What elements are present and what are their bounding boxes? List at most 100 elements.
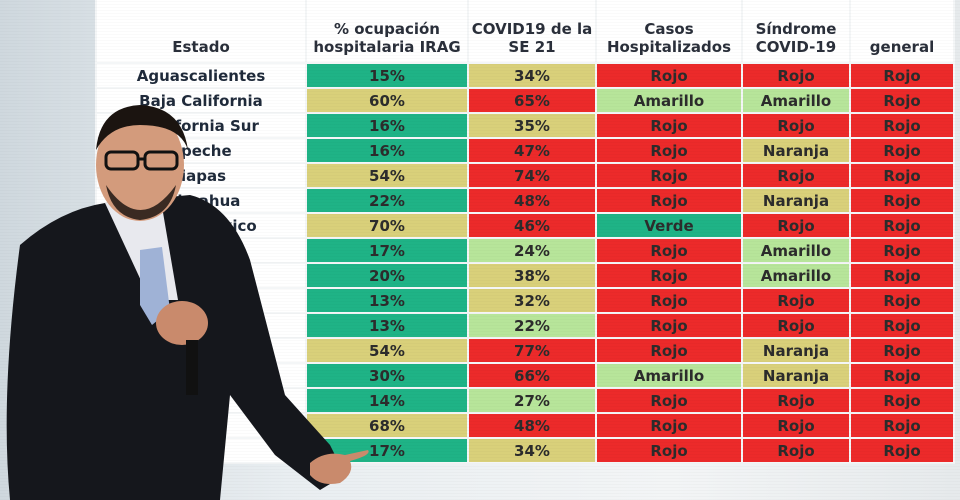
state-name-cell: ad de México <box>95 212 307 239</box>
semaphore-cell-c4: Rojo <box>741 412 851 439</box>
semaphore-cell-c1: 14% <box>305 387 469 414</box>
table-row: Aguascalientes 15% 34% Rojo Rojo Rojo <box>95 62 955 89</box>
table-body: Aguascalientes 15% 34% Rojo Rojo Rojo Baja Cal… <box>95 62 955 464</box>
semaphore-cell-c2: 65% <box>467 87 597 114</box>
semaphore-cell-c5: Rojo <box>849 287 955 314</box>
semaphore-cell-c2: 38% <box>467 262 597 289</box>
semaphore-cell-c4: Naranja <box>741 362 851 389</box>
header-hospitalized-cases: Casos Hospitalizados <box>595 0 743 64</box>
semaphore-cell-c1: 68% <box>305 412 469 439</box>
semaphore-cell-c3: Rojo <box>595 162 743 189</box>
table-row: ngo 13% 32% Rojo Rojo Rojo <box>95 287 955 314</box>
semaphore-cell-c5: Rojo <box>849 262 955 289</box>
semaphore-cell-c2: 34% <box>467 62 597 89</box>
semaphore-cell-c2: 27% <box>467 387 597 414</box>
semaphore-cell-c2: 35% <box>467 112 597 139</box>
state-name-cell: uato <box>95 312 307 339</box>
semaphore-cell-c4: Rojo <box>741 287 851 314</box>
semaphore-cell-c5: Rojo <box>849 337 955 364</box>
semaphore-cell-c4: Rojo <box>741 62 851 89</box>
semaphore-cell-c4: Rojo <box>741 162 851 189</box>
semaphore-cell-c4: Rojo <box>741 387 851 414</box>
semaphore-cell-c2: 47% <box>467 137 597 164</box>
header-general: general <box>849 0 955 64</box>
state-name-cell: cán <box>95 437 307 464</box>
semaphore-cell-c3: Rojo <box>595 262 743 289</box>
semaphore-cell-c4: Rojo <box>741 312 851 339</box>
header-covid19-se21: COVID19 de la SE 21 <box>467 0 597 64</box>
semaphore-cell-c2: 77% <box>467 337 597 364</box>
header-covid19-syndrome: Síndrome COVID-19 <box>741 0 851 64</box>
header-hospital-occupancy: % ocupación hospitalaria IRAG <box>305 0 469 64</box>
table-row: ahuila 17% 24% Rojo Amarillo Rojo <box>95 237 955 264</box>
header-state: Estado <box>95 0 307 64</box>
semaphore-cell-c3: Rojo <box>595 387 743 414</box>
semaphore-cell-c1: 54% <box>305 337 469 364</box>
semaphore-cell-c2: 22% <box>467 312 597 339</box>
semaphore-cell-c1: 30% <box>305 362 469 389</box>
state-name-cell: ahuila <box>95 237 307 264</box>
semaphore-cell-c2: 24% <box>467 237 597 264</box>
table-row: California Sur 16% 35% Rojo Rojo Rojo <box>95 112 955 139</box>
semaphore-cell-c5: Rojo <box>849 212 955 239</box>
semaphore-cell-c3: Rojo <box>595 287 743 314</box>
semaphore-cell-c5: Rojo <box>849 312 955 339</box>
semaphore-cell-c1: 22% <box>305 187 469 214</box>
semaphore-cell-c2: 66% <box>467 362 597 389</box>
semaphore-cell-c4: Naranja <box>741 137 851 164</box>
semaphore-cell-c1: 13% <box>305 287 469 314</box>
semaphore-cell-c4: Naranja <box>741 187 851 214</box>
semaphore-cell-c1: 70% <box>305 212 469 239</box>
semaphore-cell-c5: Rojo <box>849 62 955 89</box>
semaphore-cell-c3: Rojo <box>595 437 743 464</box>
semaphore-cell-c5: Rojo <box>849 87 955 114</box>
semaphore-cell-c3: Rojo <box>595 412 743 439</box>
table-row: npeche 16% 47% Rojo Naranja Rojo <box>95 137 955 164</box>
table-row: 68% 48% Rojo Rojo Rojo <box>95 412 955 439</box>
state-name-cell <box>95 362 307 389</box>
semaphore-cell-c3: Rojo <box>595 112 743 139</box>
semaphore-cell-c2: 32% <box>467 287 597 314</box>
semaphore-cell-c3: Rojo <box>595 337 743 364</box>
semaphore-cell-c5: Rojo <box>849 137 955 164</box>
table-row: ad de México 70% 46% Verde Rojo Rojo <box>95 212 955 239</box>
state-name-cell <box>95 412 307 439</box>
semaphore-cell-c5: Rojo <box>849 112 955 139</box>
epidemiological-semaphore-table: Estado % ocupación hospitalaria IRAG COV… <box>95 0 955 464</box>
state-name-cell: Aguascalientes <box>95 62 307 89</box>
table-row: ma 20% 38% Rojo Amarillo Rojo <box>95 262 955 289</box>
semaphore-cell-c4: Amarillo <box>741 262 851 289</box>
semaphore-cell-c1: 16% <box>305 112 469 139</box>
table-header-row: Estado % ocupación hospitalaria IRAG COV… <box>95 0 955 64</box>
table-row: Baja California 60% 65% Amarillo Amarillo Roj… <box>95 87 955 114</box>
state-name-cell <box>95 387 307 414</box>
semaphore-cell-c3: Rojo <box>595 237 743 264</box>
semaphore-cell-c1: 16% <box>305 137 469 164</box>
semaphore-cell-c2: 48% <box>467 187 597 214</box>
semaphore-cell-c3: Amarillo <box>595 362 743 389</box>
semaphore-cell-c5: Rojo <box>849 387 955 414</box>
semaphore-cell-c5: Rojo <box>849 162 955 189</box>
state-name-cell: ngo <box>95 287 307 314</box>
semaphore-cell-c3: Rojo <box>595 312 743 339</box>
semaphore-cell-c2: 46% <box>467 212 597 239</box>
semaphore-cell-c3: Rojo <box>595 137 743 164</box>
semaphore-cell-c3: Verde <box>595 212 743 239</box>
semaphore-cell-c2: 48% <box>467 412 597 439</box>
semaphore-cell-c5: Rojo <box>849 437 955 464</box>
state-name-cell: ma <box>95 262 307 289</box>
semaphore-cell-c4: Rojo <box>741 112 851 139</box>
semaphore-cell-c1: 17% <box>305 237 469 264</box>
semaphore-cell-c4: Amarillo <box>741 87 851 114</box>
semaphore-cell-c5: Rojo <box>849 237 955 264</box>
semaphore-cell-c3: Rojo <box>595 187 743 214</box>
semaphore-cell-c4: Rojo <box>741 212 851 239</box>
table-row: nihuahua 22% 48% Rojo Naranja Rojo <box>95 187 955 214</box>
table-row: 30% 66% Amarillo Naranja Rojo <box>95 362 955 389</box>
semaphore-cell-c1: 13% <box>305 312 469 339</box>
state-name-cell: nihuahua <box>95 187 307 214</box>
table-row: 14% 27% Rojo Rojo Rojo <box>95 387 955 414</box>
semaphore-cell-c2: 34% <box>467 437 597 464</box>
semaphore-cell-c2: 74% <box>467 162 597 189</box>
